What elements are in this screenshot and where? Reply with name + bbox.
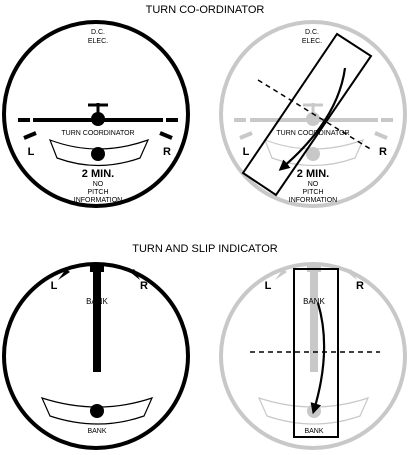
highlight-box	[241, 32, 373, 197]
left-turn-mark: L	[51, 280, 58, 292]
inclinometer-ball	[306, 147, 320, 161]
pitch-note-line3: INFORMATION	[74, 197, 122, 204]
right-turn-mark: R	[140, 280, 148, 292]
rate-mark-right	[130, 269, 140, 280]
rate-mark-left	[58, 269, 70, 280]
time-label: 2 MIN.	[82, 168, 114, 180]
turn-needle	[93, 270, 101, 372]
aircraft-fuselage	[91, 112, 105, 126]
power-source-label-line1: D.C.	[305, 29, 319, 36]
section-title-turn-slip: TURN AND SLIP INDICATOR	[132, 243, 278, 255]
instrument-bezel	[219, 262, 407, 450]
instrument-bezel	[2, 20, 190, 208]
left-turn-mark: L	[243, 146, 250, 158]
instrument-bezel	[219, 20, 407, 208]
standard-rate-mark-left	[239, 131, 253, 140]
pitch-note-line1: NO	[93, 181, 104, 188]
needle-label: BANK	[86, 297, 108, 306]
pitch-note-line2: PITCH	[303, 189, 324, 196]
power-source-label-line2: ELEC.	[88, 38, 108, 45]
turn-coordinator-annotated: D.C. ELEC. TURN COORDINATOR L R 2 MIN. N…	[219, 20, 407, 208]
standard-rate-mark-right	[159, 131, 173, 140]
turn-needle	[310, 270, 318, 372]
power-source-label-line1: D.C.	[91, 29, 105, 36]
standard-rate-mark-left	[23, 131, 37, 140]
ball-label: BANK	[87, 428, 106, 435]
standard-rate-mark-right	[374, 131, 388, 140]
power-source-label-line2: ELEC.	[302, 38, 322, 45]
right-turn-mark: R	[356, 280, 364, 292]
right-turn-mark: R	[163, 146, 171, 158]
highlight-box	[293, 268, 339, 438]
turn-coordinator-normal: D.C. ELEC. TURN COORDINATOR L R 2 MIN. N…	[2, 20, 190, 208]
needle-pivot-cap	[90, 266, 104, 272]
inclinometer-ball	[91, 147, 105, 161]
aircraft-fuselage	[306, 112, 320, 126]
time-label: 2 MIN.	[297, 168, 329, 180]
right-turn-mark: R	[379, 146, 387, 158]
pitch-note-line2: PITCH	[88, 189, 109, 196]
dashed-reference-line	[257, 79, 373, 151]
inclinometer-ball	[90, 404, 104, 418]
ball-label: BANK	[304, 428, 323, 435]
instrument-bezel	[2, 262, 190, 450]
rotation-arrow	[310, 302, 326, 415]
rate-mark-left	[275, 269, 287, 280]
needle-label: BANK	[303, 297, 325, 306]
dial-label: TURN COORDINATOR	[61, 130, 134, 137]
dial-label: TURN COORDINATOR	[276, 130, 349, 137]
rotation-arrow	[278, 67, 347, 171]
pitch-note-line1: NO	[308, 181, 319, 188]
turn-slip-annotated: L R BANK BANK	[219, 262, 407, 450]
section-title-turn-coordinator: TURN CO-ORDINATOR	[146, 4, 265, 16]
left-turn-mark: L	[265, 280, 272, 292]
rate-mark-right	[347, 269, 357, 280]
left-turn-mark: L	[28, 146, 35, 158]
pitch-note-line3: INFORMATION	[289, 197, 337, 204]
turn-slip-normal: L R BANK BANK	[2, 262, 190, 450]
